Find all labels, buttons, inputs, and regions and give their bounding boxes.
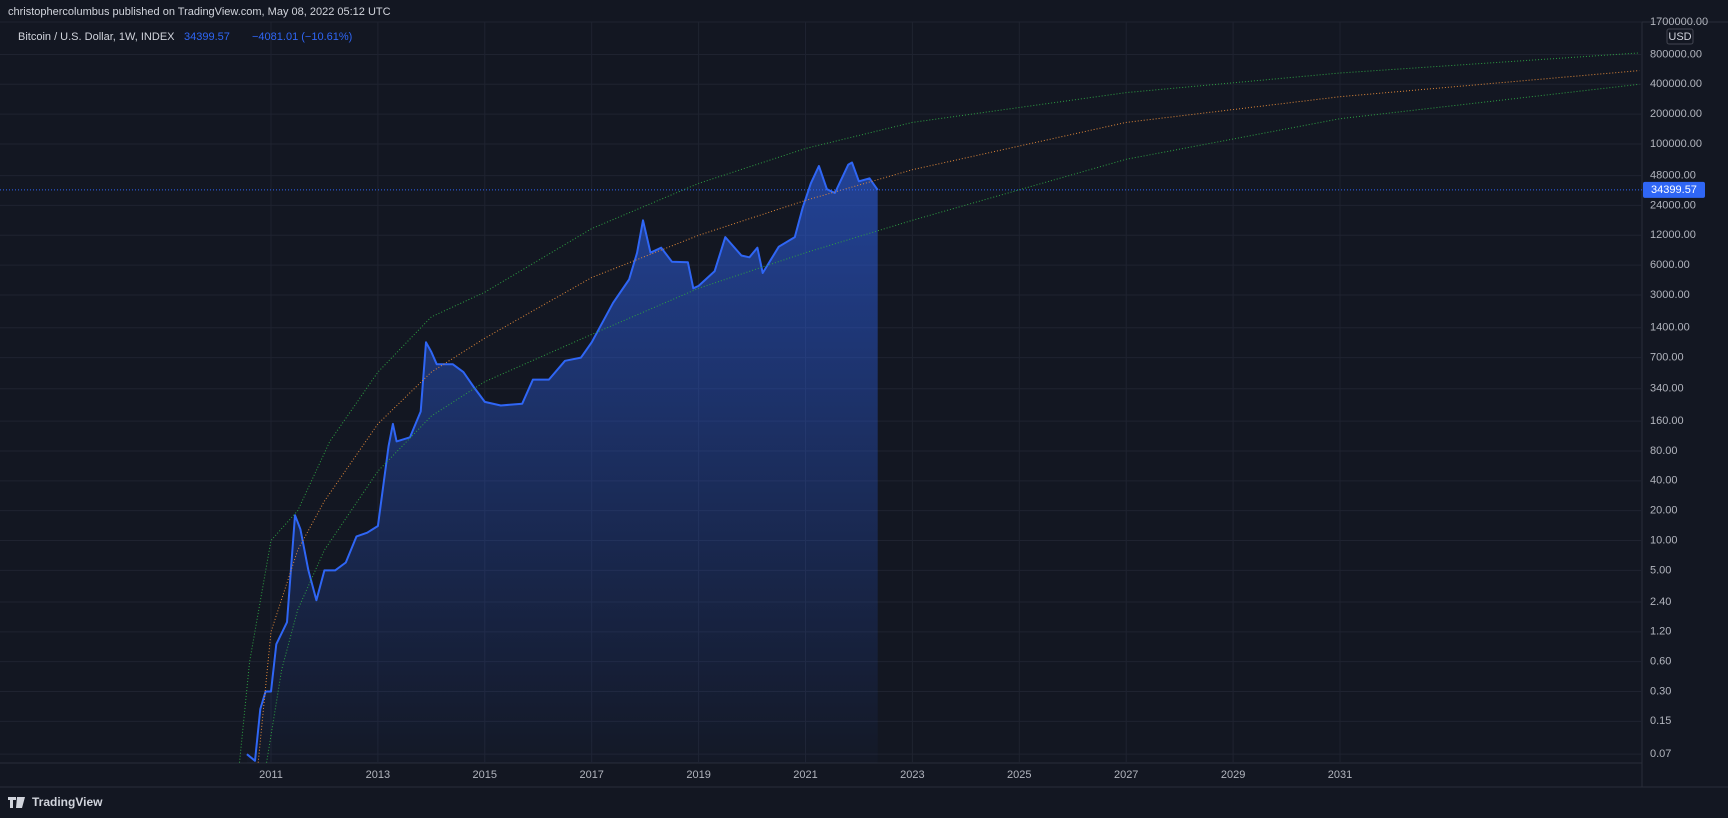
y-tick-label: 100000.00	[1650, 138, 1702, 150]
last-price-tag	[1643, 181, 1705, 198]
y-tick-label: 12000.00	[1650, 229, 1696, 241]
x-tick-label: 2019	[686, 769, 710, 781]
y-tick-label: 10.00	[1650, 534, 1678, 546]
brand: TradingView	[32, 795, 103, 809]
y-tick-label: 200000.00	[1650, 108, 1702, 120]
change: −4081.01 (−10.61%)	[252, 31, 352, 43]
currency: USD	[1668, 31, 1691, 43]
band-line	[238, 52, 1640, 763]
y-tick-label: 1700000.00	[1650, 16, 1708, 28]
y-tick-label: 160.00	[1650, 415, 1684, 427]
y-tick-label: 20.00	[1650, 505, 1678, 517]
y-tick-label: 80.00	[1650, 445, 1678, 457]
x-tick-label: 2011	[259, 769, 283, 781]
y-tick-label: 6000.00	[1650, 259, 1690, 271]
currency-box	[1666, 28, 1694, 45]
publisher: christophercolumbus published on Trading…	[8, 6, 391, 18]
x-tick-label: 2013	[366, 769, 390, 781]
x-tick-label: 2017	[579, 769, 603, 781]
y-tick-label: 800000.00	[1650, 48, 1702, 60]
last-price-label: 34399.57	[1651, 184, 1697, 196]
x-tick-label: 2025	[1007, 769, 1031, 781]
y-tick-label: 40.00	[1650, 475, 1678, 487]
x-tick-label: 2031	[1328, 769, 1352, 781]
y-tick-label: 1400.00	[1650, 322, 1690, 334]
axes: 1700000.00 800000.00 400000.00 200000.00 100…	[259, 16, 1708, 781]
y-tick-label: 5.00	[1650, 564, 1671, 576]
y-tick-label: 1.20	[1650, 626, 1671, 638]
y-tick-label: 700.00	[1650, 352, 1684, 364]
y-tick-label: 0.15	[1650, 715, 1671, 727]
x-tick-label: 2021	[793, 769, 817, 781]
plot	[0, 52, 1642, 763]
x-tick-label: 2023	[900, 769, 924, 781]
last-price: 34399.57	[184, 31, 230, 43]
price-area	[246, 162, 878, 763]
price-line	[246, 161, 879, 762]
y-tick-label: 400000.00	[1650, 78, 1702, 90]
x-tick-label: 2029	[1221, 769, 1245, 781]
y-tick-label: 24000.00	[1650, 199, 1696, 211]
y-tick-label: 0.30	[1650, 685, 1671, 697]
y-tick-label: 0.60	[1650, 656, 1671, 668]
x-tick-label: 2015	[473, 769, 497, 781]
logo	[8, 797, 25, 808]
y-tick-label: 0.07	[1650, 748, 1671, 760]
y-tick-label: 3000.00	[1650, 289, 1690, 301]
y-tick-label: 48000.00	[1650, 169, 1696, 181]
y-tick-label: 340.00	[1650, 383, 1684, 395]
y-tick-label: 2.40	[1650, 596, 1671, 608]
x-tick-label: 2027	[1114, 769, 1138, 781]
symbol: Bitcoin / U.S. Dollar, 1W, INDEX	[18, 31, 175, 43]
